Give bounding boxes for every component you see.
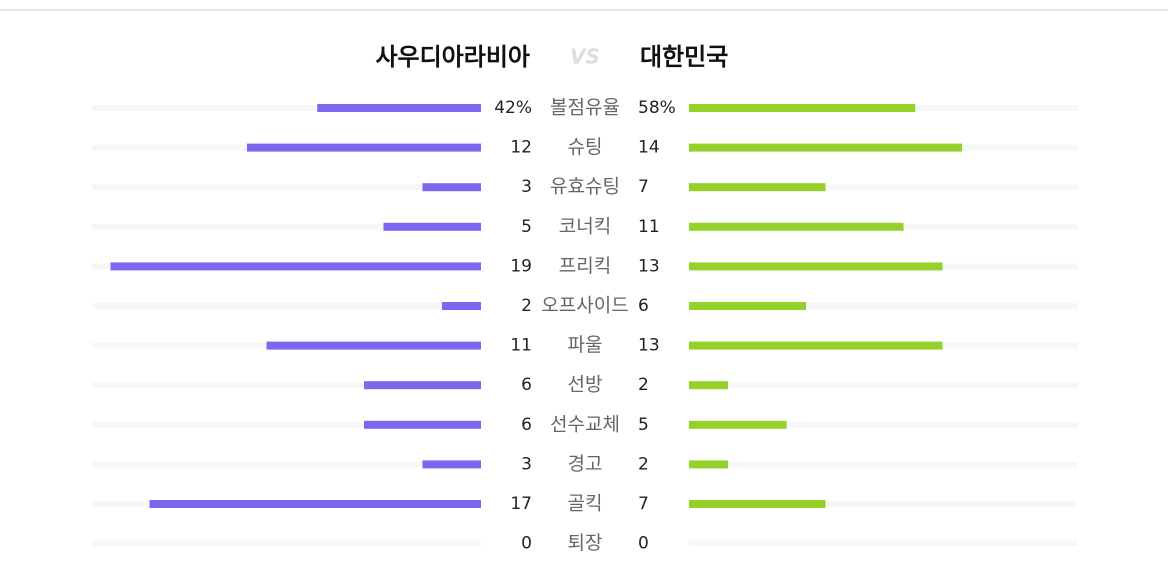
away-value: 5 bbox=[638, 415, 649, 435]
away-value: 58% bbox=[638, 98, 676, 118]
home-bar bbox=[110, 262, 481, 271]
home-bar bbox=[317, 104, 481, 112]
stat-label: 경고 bbox=[568, 453, 603, 475]
away-value: 2 bbox=[638, 454, 649, 474]
home-value: 5 bbox=[521, 217, 532, 237]
home-value: 2 bbox=[521, 296, 532, 316]
track bbox=[92, 105, 481, 111]
track bbox=[92, 540, 481, 547]
vs: VS bbox=[570, 45, 600, 69]
stat-label: 선방 bbox=[568, 374, 603, 396]
away-value: 2 bbox=[638, 375, 649, 395]
away-value: 6 bbox=[638, 296, 649, 316]
track bbox=[689, 382, 1078, 389]
home-value: 17 bbox=[510, 494, 532, 514]
stat-label: 선수교체 bbox=[550, 413, 620, 435]
home-bar bbox=[247, 143, 481, 152]
track bbox=[92, 223, 481, 230]
home-bar bbox=[442, 302, 481, 310]
away-value: 11 bbox=[638, 217, 660, 237]
home-value: 3 bbox=[521, 177, 532, 197]
away-bar bbox=[689, 262, 943, 271]
track bbox=[689, 501, 1078, 507]
home-team: 사우디아라비아 bbox=[375, 43, 530, 71]
stat-label: 오프사이드 bbox=[541, 295, 628, 317]
stat-label: 코너킥 bbox=[559, 215, 611, 237]
home-bar bbox=[422, 460, 481, 469]
stat-label: 볼점유율 bbox=[550, 97, 620, 119]
away-bar bbox=[689, 222, 904, 231]
home-bar bbox=[266, 341, 481, 350]
away-bar bbox=[689, 460, 728, 469]
home-value: 12 bbox=[510, 138, 532, 158]
away-bar bbox=[689, 143, 962, 152]
home-value: 42% bbox=[494, 98, 532, 118]
away-bar bbox=[689, 302, 806, 310]
home-bar bbox=[364, 381, 481, 390]
away-bar bbox=[689, 341, 943, 350]
away-bar bbox=[689, 420, 787, 429]
away-value: 7 bbox=[638, 494, 649, 514]
track bbox=[689, 461, 1078, 468]
home-value: 6 bbox=[521, 375, 532, 395]
home-bar bbox=[364, 420, 481, 429]
away-team: 대한민국 bbox=[640, 43, 728, 71]
stat-label: 파울 bbox=[568, 334, 603, 356]
home-value: 11 bbox=[510, 336, 532, 356]
home-value: 19 bbox=[510, 256, 532, 276]
stat-label: 퇴장 bbox=[568, 532, 603, 554]
away-bar bbox=[689, 104, 916, 112]
home-bar bbox=[422, 183, 481, 192]
away-value: 13 bbox=[638, 336, 660, 356]
track bbox=[689, 540, 1078, 547]
track bbox=[92, 461, 481, 468]
track bbox=[92, 382, 481, 389]
away-bar bbox=[689, 381, 728, 390]
stat-label: 슈팅 bbox=[568, 136, 603, 158]
track bbox=[689, 184, 1078, 191]
track bbox=[689, 421, 1078, 428]
away-value: 13 bbox=[638, 256, 660, 276]
stat-label: 골킥 bbox=[568, 493, 603, 515]
away-bar bbox=[689, 500, 826, 508]
track bbox=[92, 184, 481, 191]
away-value: 14 bbox=[638, 138, 660, 158]
away-value: 7 bbox=[638, 177, 649, 197]
stat-label: 유효슈팅 bbox=[550, 176, 620, 198]
away-value: 0 bbox=[638, 534, 649, 554]
home-bar bbox=[149, 500, 481, 508]
track bbox=[92, 421, 481, 428]
stat-label: 프리킥 bbox=[559, 255, 611, 277]
away-bar bbox=[689, 183, 826, 192]
track bbox=[92, 303, 481, 309]
home-value: 0 bbox=[521, 534, 532, 554]
home-value: 3 bbox=[521, 454, 532, 474]
track bbox=[689, 303, 1078, 309]
home-value: 6 bbox=[521, 415, 532, 435]
home-bar bbox=[383, 222, 481, 231]
